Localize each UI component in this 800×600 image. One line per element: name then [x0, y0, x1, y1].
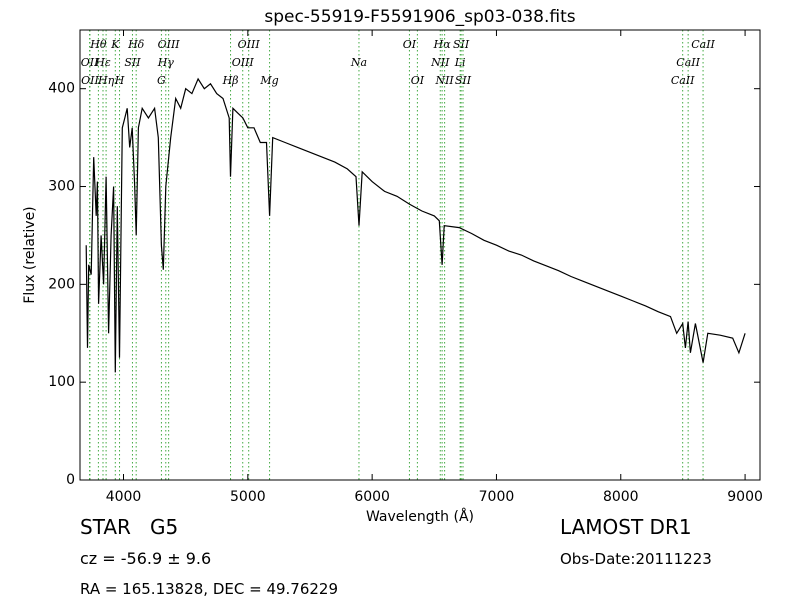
y-tick-label: 400: [48, 81, 75, 97]
x-tick-label: 9000: [727, 489, 763, 505]
spectral-line-label: CaII: [671, 74, 695, 87]
spectral-line-label: Hβ: [222, 74, 239, 87]
plot-frame: [79, 29, 761, 481]
spectral-line-label: Hδ: [127, 38, 145, 51]
redshift: cz = -56.9 ± 9.6: [80, 549, 211, 568]
survey: LAMOST DR1: [560, 515, 692, 539]
y-tick-label: 100: [48, 374, 75, 390]
spectral-line-label: SII: [455, 74, 472, 87]
spectral-line-label: SII: [124, 56, 141, 69]
spectral-line-label: NII: [434, 74, 454, 87]
y-tick-label: 0: [66, 472, 75, 488]
spectral-line-label: Hε: [94, 56, 111, 69]
spectral-line-label: OI: [403, 38, 417, 51]
spectral-line-label: Na: [350, 56, 367, 69]
spectral-line-label: OIII: [158, 38, 181, 51]
spectral-line-label: CaII: [691, 38, 715, 51]
spectral-line-label: OI: [411, 74, 425, 87]
spectral-line-label: CaII: [676, 56, 700, 69]
spectral-line-label: OIII: [232, 56, 255, 69]
spectral-line-label: SII: [453, 38, 470, 51]
x-tick-label: 4000: [106, 489, 142, 505]
spectral-line-label: Hθ: [89, 38, 107, 51]
y-tick-label: 300: [48, 179, 75, 195]
object-class: STAR G5: [80, 515, 178, 539]
y-axis-label: Flux (relative): [22, 206, 38, 303]
spectral-line-label: H: [114, 74, 125, 87]
spectral-line-label: NII: [430, 56, 450, 69]
x-tick-label: 7000: [479, 489, 515, 505]
x-tick-label: 8000: [603, 489, 639, 505]
spectral-line-label: Hη: [97, 74, 115, 87]
spectral-line-label: G: [157, 74, 166, 87]
y-tick-label: 200: [48, 276, 75, 292]
x-axis-label: Wavelength (Å): [366, 508, 474, 525]
spectral-line-label: Hα: [433, 38, 452, 51]
position: RA = 165.13828, DEC = 49.76229: [80, 580, 338, 598]
spectral-line-label: Li: [454, 56, 466, 69]
spectral-line-label: Hγ: [157, 56, 175, 69]
x-tick-label: 6000: [354, 489, 390, 505]
obs-date: Obs-Date:20111223: [560, 550, 712, 568]
spectrum-line: [85, 77, 746, 373]
spectral-line-label: OIII: [238, 38, 261, 51]
chart-title: spec-55919-F5591906_sp03-038.fits: [264, 7, 575, 27]
spectral-line-label: OII: [81, 74, 99, 87]
x-tick-label: 5000: [230, 489, 266, 505]
spectral-line-label: K: [110, 38, 120, 51]
spectral-line-label: Mg: [259, 74, 278, 87]
